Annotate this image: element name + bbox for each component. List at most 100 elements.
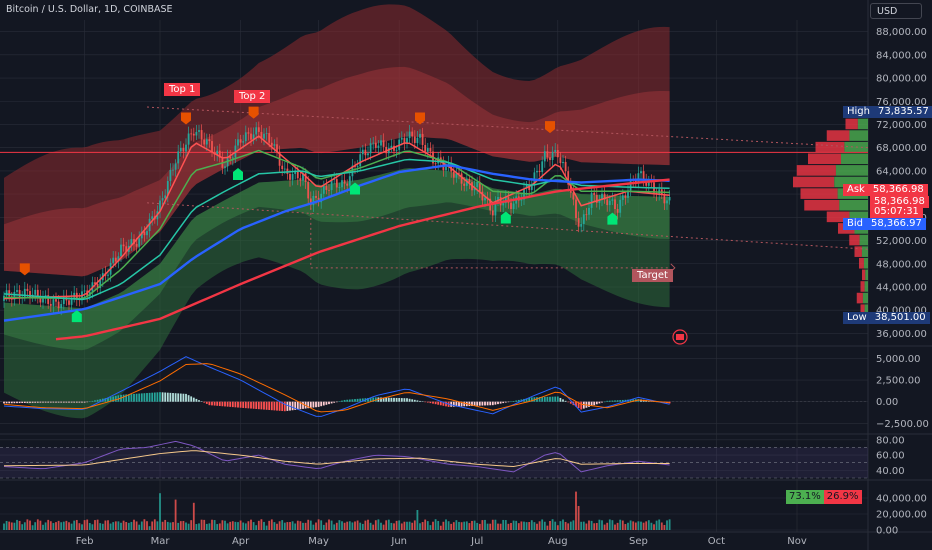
volume-bar [239,520,242,530]
countdown-value: 05:07:31 [870,206,923,218]
macd-histogram-bar [406,398,408,402]
volume-bar [520,521,523,530]
rsi-tick-label: 80.00 [876,435,905,446]
candle-body [200,130,203,140]
candle-body [294,170,297,174]
macd-histogram-bar [595,401,598,405]
macd-histogram-bar [411,399,414,402]
profile-bar-sell [856,292,863,304]
currency-button[interactable]: USD [870,3,922,19]
candle-body [96,283,99,288]
macd-histogram-bar [169,392,172,402]
volume-bar [138,524,141,530]
candle-body [244,132,247,142]
profile-bar-buy [861,246,868,257]
macd-histogram-bar [419,400,421,402]
volume-bar [104,520,107,530]
macd-histogram-bar [439,401,442,406]
signal-markers [19,106,688,345]
candle-body [179,147,182,152]
volume-bar [322,524,325,530]
macd-histogram-bar [94,400,96,402]
volume-bar [302,522,304,530]
macd-histogram-bar [47,401,50,403]
volume-bar [60,522,63,530]
profile-bar-sell [859,257,864,269]
volume-bar [218,523,221,530]
candle-body [172,169,174,171]
macd-histogram-bar [354,399,356,402]
low-key: Low [843,312,871,324]
candle-body [564,161,567,172]
macd-histogram-bar [369,397,372,402]
candle-body [135,243,138,247]
profile-bar-buy [835,165,868,176]
price-tick-label: 40,000.00 [876,306,927,317]
macd-histogram-bar [83,401,86,403]
candle-body [309,198,312,206]
macd-tick-label: −2,500.00 [876,419,929,430]
volume-bar [286,522,289,530]
volume-bar [3,523,5,530]
candle-body [348,176,351,186]
macd-histogram-bar [161,392,164,402]
macd-histogram-bar [328,401,330,405]
volume-bar [68,522,70,530]
macd-histogram-bar [299,401,302,410]
volume-bar [8,521,11,530]
volume-bar [380,522,382,530]
candle-body [216,150,219,155]
volume-bar [486,523,489,530]
macd-histogram-bar [70,401,73,403]
candle-body [120,244,122,257]
macd-histogram-bar [486,401,489,406]
macd-histogram-bar [185,393,187,402]
time-tick-label: Oct [708,536,725,547]
sell-signal-marker [181,112,191,125]
macd-histogram-bar [385,397,388,402]
candle-body [408,131,411,139]
macd-histogram-bar [393,397,395,402]
profile-bar-sell [849,234,860,246]
ema-line-ema_red [55,178,670,341]
candle-body [130,239,133,246]
ask-value: 58,366.98 [868,184,928,196]
macd-histogram-bar [78,401,81,403]
volume-bar [614,524,616,530]
candle-body [36,289,39,297]
volume-bar [403,521,406,530]
volume-bar [354,521,356,530]
volume-bar [203,519,206,530]
macd-histogram-bar [10,401,13,404]
candle-body [476,181,479,188]
candle-body [34,289,37,295]
candle-body [164,195,167,199]
volume-bar [26,519,29,530]
candle-body [585,214,588,216]
macd-histogram-bar [608,400,611,402]
profile-bar-buy [857,118,868,130]
candle-body [315,195,317,198]
macd-histogram-bar [455,401,458,407]
volume-bar [395,520,398,530]
volume-bar [629,520,632,530]
candle-body [536,170,538,173]
macd-tick-label: 0.00 [876,397,898,408]
macd-histogram-bar [229,401,232,407]
candle-body [614,199,616,210]
candle-body [642,171,645,181]
macd-histogram-bar [65,401,68,403]
volume-bar [226,523,229,530]
macd-histogram-bar [432,401,434,404]
candle-body [60,304,63,309]
candle-body [140,231,143,239]
volume-bar [91,524,94,530]
candle-body [616,209,619,213]
volume-bar [668,519,671,530]
candle-body [52,299,55,306]
candle-body [359,154,362,167]
volume-bar [538,521,541,530]
candle-body [328,189,330,191]
macd-histogram-bar [247,401,250,409]
volume-bar [224,520,226,530]
